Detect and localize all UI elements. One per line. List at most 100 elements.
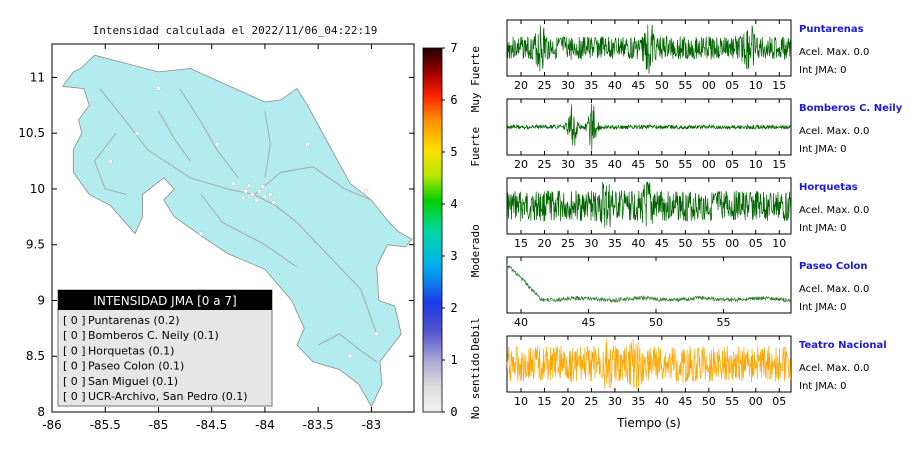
town-marker [347,353,353,359]
map-x-tick-label: -85 [149,418,169,432]
road-line [99,88,255,195]
station-accel: Acel. Max. 0.0 [799,284,869,295]
seismogram-tick-label: 05 [772,395,786,408]
seismogram-tick-label: 40 [514,316,528,329]
legend-item-label: Paseo Colon (0.1) [88,360,184,373]
legend-item-label: Puntarenas (0.2) [88,314,180,327]
seismogram-xlabel: Tiempo (s) [616,416,681,430]
seismogram-trace [506,338,792,390]
seismogram-tick-label: 25 [561,237,575,250]
colorbar-tick-label: 7 [450,41,457,55]
map-y-tick-label: 9.5 [26,238,45,252]
station-jma: Int JMA: 0 [799,144,847,155]
town-marker [156,86,161,91]
town-marker [214,142,220,147]
station-accel: Acel. Max. 0.0 [799,363,869,374]
colorbar-category-label: Debil [469,317,482,350]
seismogram-trace [506,103,792,151]
seismogram-tick-label: 55 [702,237,716,250]
map-x-tick-label: -83.5 [303,418,334,432]
town-marker [363,188,369,194]
colorbar-tick-label: 5 [450,145,457,159]
town-marker [134,130,140,136]
seismogram-tick-label: 30 [584,237,598,250]
seismogram-tick-label: 55 [678,158,692,171]
legend-item-label: UCR-Archivo, San Pedro (0.1) [88,390,248,403]
seismogram-tick-label: 05 [749,237,763,250]
town-marker [198,231,204,236]
seismogram-frame [506,98,792,156]
seismogram-tick-label: 40 [631,237,645,250]
map-x-tick-label: -84.5 [196,418,227,432]
map-frame [51,43,415,413]
seismogram-tick-label: 45 [678,395,692,408]
seismogram-tick-label: 40 [655,395,669,408]
colorbar-category-label: Moderado [469,224,482,277]
town-marker [262,194,268,200]
map-x-tick-label: -85.5 [90,418,121,432]
seismogram-tick-label: 30 [561,158,575,171]
station-jma: Int JMA: 0 [799,302,847,313]
map-y-tick-label: 9 [37,293,45,307]
seismogram-tick-label: 40 [608,79,622,92]
seismogram-trace [506,263,792,304]
colorbar-tick-label: 2 [450,301,457,315]
seismogram-tick-label: 45 [631,158,645,171]
seismogram-tick-label: 20 [537,237,551,250]
road-line [264,110,271,178]
seismogram-tick-label: 55 [725,395,739,408]
town-marker [268,192,273,197]
seismogram-tick-label: 10 [749,158,763,171]
seismogram-tick-label: 15 [772,79,786,92]
seismogram-tick-label: 55 [678,79,692,92]
station-accel: Acel. Max. 0.0 [799,126,869,137]
town-marker [260,184,266,189]
seismogram-tick-label: 30 [608,395,622,408]
seismogram-tick-label: 15 [772,158,786,171]
colorbar-tick-label: 0 [450,405,457,419]
seismogram-tick-label: 20 [561,395,575,408]
seismogram-tick-label: 55 [717,316,731,329]
road-line [179,88,239,179]
town-marker [271,200,276,205]
station-accel: Acel. Max. 0.0 [799,47,869,58]
colorbar-category-label: No sentido [469,353,482,419]
seismogram-tick-label: 50 [655,79,669,92]
seismogram-trace [506,181,792,228]
seismogram-tick-label: 50 [649,316,663,329]
colorbar-category-label: Muy Fuerte [469,46,482,112]
seismogram-tick-label: 35 [584,158,598,171]
colorbar-tick-label: 3 [450,249,457,263]
seismogram-tick-label: 50 [678,237,692,250]
seismogram-tick-label: 25 [537,158,551,171]
seismogram-tick-label: 10 [772,237,786,250]
colorbar [422,47,443,413]
legend-header [58,290,272,310]
legend-item-mark: [ 0 ] [63,344,86,357]
colorbar-tick-label: 6 [450,93,457,107]
town-marker [257,188,262,194]
colorbar-tick-label: 1 [450,353,457,367]
map-x-tick-label: -83 [362,418,382,432]
road-line [94,132,127,195]
seismogram-tick-label: 35 [608,237,622,250]
town-marker [246,183,252,188]
seismogram-tick-label: 35 [584,79,598,92]
station-name: Horquetas [799,182,858,193]
legend-item-mark: [ 0 ] [63,375,86,388]
seismogram-tick-label: 10 [749,79,763,92]
road-line [158,110,191,162]
station-name: Teatro Nacional [799,340,887,351]
station-name: Paseo Colon [799,261,868,272]
legend-item-mark: [ 0 ] [63,314,86,327]
map-y-tick-label: 10 [30,182,45,196]
station-name: Puntarenas [799,24,864,35]
seismogram-tick-label: 15 [514,237,528,250]
station-jma: Int JMA: 0 [799,223,847,234]
station-name: Bomberos C. Neily [799,103,903,114]
town-marker [374,331,379,337]
legend-item-mark: [ 0 ] [63,360,86,373]
seismogram-tick-label: 50 [655,158,669,171]
legend-item-mark: [ 0 ] [63,329,86,342]
